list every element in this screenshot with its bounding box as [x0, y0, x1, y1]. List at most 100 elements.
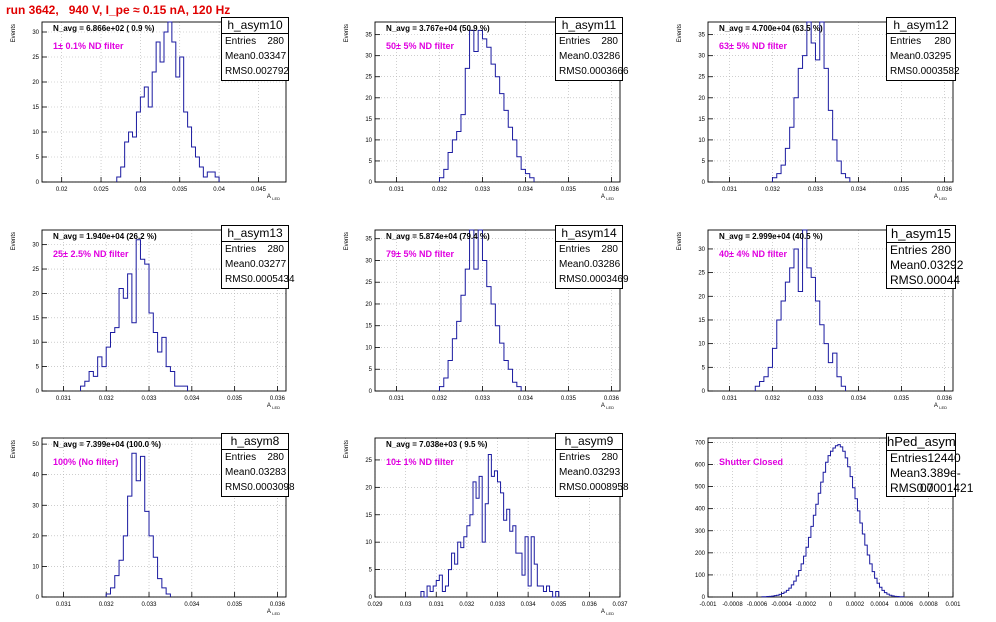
x-tick-label: 0.034	[184, 602, 200, 608]
stats-row: Mean 0.03283	[222, 465, 288, 480]
x-tick-label: 0.035	[894, 396, 910, 402]
histogram-bin	[85, 381, 89, 391]
n-avg-annotation: N_avg = 4.700e+04 (63.5 %)	[719, 24, 823, 33]
histogram-bin	[848, 467, 850, 597]
y-tick-label: 5	[369, 367, 373, 373]
stats-label: Entries	[559, 452, 591, 463]
histogram-bin	[133, 137, 137, 182]
histogram-bin	[478, 230, 482, 391]
histogram-bin	[513, 140, 517, 182]
y-axis-label: Events	[11, 232, 17, 250]
y-tick-label: 30	[365, 258, 372, 264]
filter-label: 25± 2.5% ND filter	[53, 249, 129, 259]
x-axis-label: A LED	[267, 403, 280, 410]
x-tick-label: 0.0008	[919, 602, 938, 608]
histogram-series	[116, 21, 220, 182]
x-tick-label: 0.033	[475, 396, 491, 402]
histogram-bin	[824, 68, 828, 182]
x-tick-label: 0.035	[551, 602, 567, 608]
histogram-bin	[826, 462, 828, 597]
x-tick-label: 0.036	[937, 187, 953, 193]
stats-value: 280	[267, 36, 284, 47]
histogram-bin	[132, 453, 136, 597]
y-tick-label: 25	[365, 75, 372, 81]
stats-row: Mean 0.03347	[222, 49, 288, 64]
histogram-bin	[439, 387, 443, 391]
histogram-bin	[791, 585, 793, 597]
y-tick-label: 0	[36, 389, 40, 395]
histogram-bin	[160, 62, 164, 182]
stats-value: 280	[267, 244, 284, 255]
y-tick-label: 20	[365, 302, 372, 308]
histogram-bin	[491, 304, 495, 391]
histogram-bin	[547, 586, 550, 597]
histogram-bin	[877, 583, 879, 597]
histogram-bin	[806, 547, 808, 597]
y-tick-label: 40	[32, 473, 39, 479]
histogram-bin	[531, 537, 534, 597]
y-tick-label: 25	[698, 271, 705, 277]
histogram-bin	[473, 482, 476, 597]
x-tick-label: 0.035	[561, 396, 577, 402]
stats-row: RMS 0.0001421	[887, 481, 973, 496]
histogram-bin	[121, 167, 125, 182]
histogram-bin	[465, 68, 469, 182]
stats-label: Entries	[890, 243, 928, 257]
histogram-bin	[894, 596, 896, 597]
histogram-bin	[128, 496, 132, 597]
stats-label: Entries	[890, 451, 928, 465]
stats-row: RMS 0.0008958	[556, 480, 629, 495]
x-tick-label: 0.034	[518, 396, 534, 402]
histogram-bin	[156, 42, 160, 182]
y-tick-label: 700	[695, 440, 706, 446]
histogram-bin	[820, 22, 824, 182]
y-axis-label: Events	[344, 232, 350, 250]
histogram-bin	[828, 456, 830, 597]
x-axis-label: A LED	[934, 403, 947, 410]
histogram-bin	[474, 51, 478, 182]
histogram-bin	[804, 556, 806, 597]
histogram-panel: 0.031 0.032 0.033 0.034 0.035 0.036 0 5 10 15 20 25…	[677, 229, 954, 410]
histogram-bin	[494, 471, 497, 597]
histogram-bin	[128, 274, 132, 391]
histogram-bin	[782, 593, 784, 597]
histogram-bin	[768, 367, 772, 391]
histogram-bin	[803, 230, 807, 391]
y-tick-label: 25	[32, 55, 39, 61]
histogram-bin	[498, 482, 501, 597]
histogram-bin	[152, 72, 156, 182]
histogram-bin	[798, 68, 802, 182]
x-axis-label: A LED	[601, 403, 614, 410]
plot-frame	[41, 229, 287, 392]
stats-label: Mean	[890, 258, 921, 272]
stats-label: Entries	[225, 452, 257, 463]
y-tick-label: 30	[698, 247, 705, 253]
stats-box: h_asym8 Entries 280 Mean 0.03283 RMS 0.0003098	[221, 433, 295, 497]
histogram-bin	[769, 596, 771, 597]
histogram-bin	[808, 537, 810, 597]
x-tick-label: 0.032	[99, 396, 115, 402]
histogram-bin	[807, 22, 811, 182]
plot-frame	[374, 21, 621, 183]
stats-row: RMS 0.0003666	[556, 64, 629, 79]
histogram-bin	[140, 456, 144, 597]
histogram-bin	[850, 477, 852, 597]
x-tick-label: 0.031	[56, 602, 72, 608]
y-tick-label: 0	[369, 595, 373, 601]
histogram-bin	[833, 448, 835, 597]
x-tick-label: 0.033	[142, 602, 158, 608]
histogram-bin	[164, 32, 168, 182]
histogram-bin	[550, 592, 553, 597]
x-tick-label: 0.034	[518, 187, 534, 193]
stats-value: 0.03293	[584, 467, 621, 478]
histogram-bin	[823, 472, 825, 597]
histogram-bin	[501, 493, 504, 597]
stats-value: 0.03286	[584, 259, 621, 270]
stats-row: Entries 280	[222, 450, 288, 465]
histogram-bin	[820, 325, 824, 391]
histogram-bin	[207, 172, 211, 182]
x-tick-label: 0.036	[582, 602, 598, 608]
histogram-bin	[811, 277, 815, 391]
y-tick-label: 50	[32, 442, 39, 448]
y-tick-label: 15	[32, 105, 39, 111]
